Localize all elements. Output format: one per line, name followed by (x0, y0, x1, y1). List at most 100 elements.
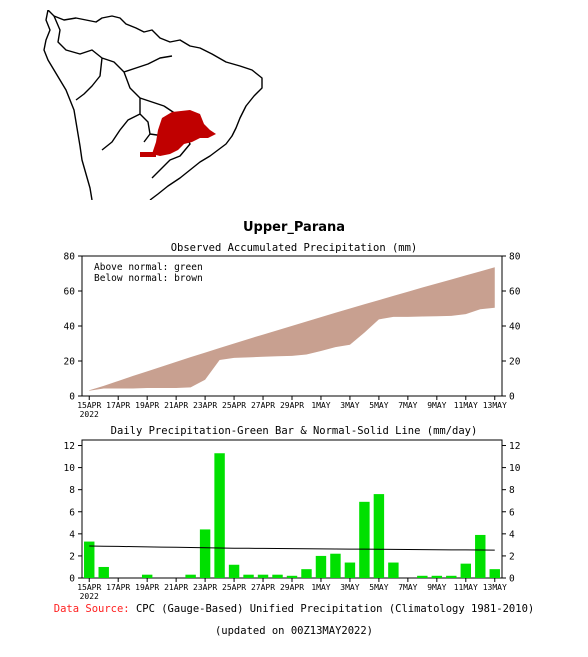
country-borders (53, 15, 191, 179)
updated-line: (updated on 00Z13MAY2022) (214, 625, 374, 637)
y-tick-label-right: 0 (509, 574, 515, 585)
y-tick-label-left: 6 (69, 507, 75, 518)
daily-precip-bar (460, 563, 472, 578)
x-tick-label: 1MAY (311, 583, 330, 592)
x-tick-label: 29APR (280, 583, 304, 592)
x-tick-label: 25APR (222, 401, 246, 410)
daily-precip-bar (185, 574, 196, 578)
daily-precip-bar (489, 569, 500, 578)
y-tick-label-left: 8 (69, 485, 75, 496)
x-tick-label: 27APR (251, 583, 275, 592)
y-tick-label-right: 60 (509, 287, 521, 298)
x-tick-label: 21APR (164, 401, 188, 410)
y-tick-label-left: 10 (64, 463, 76, 474)
daily-precip-bar (257, 574, 269, 578)
y-tick-label-left: 0 (69, 574, 75, 585)
below-normal-band (89, 267, 495, 391)
y-tick-label-right: 20 (509, 357, 521, 368)
x-tick-label: 3MAY (340, 583, 359, 592)
annotation-above-normal: Above normal: green (94, 262, 203, 273)
x-tick-label: 23APR (193, 401, 217, 410)
daily-precip-bar (475, 534, 486, 578)
normal-line (89, 545, 495, 551)
daily-precip-bar (373, 494, 385, 578)
x-tick-label: 9MAY (427, 583, 446, 592)
daily-precip-bar (243, 574, 254, 578)
x-tick-label: 29APR (280, 401, 304, 410)
accumulated-chart-title: Observed Accumulated Precipitation (mm) (171, 242, 418, 254)
y-tick-label-left: 4 (69, 529, 75, 540)
plot-frame (81, 439, 503, 579)
daily-precip-bar (84, 541, 95, 578)
x-tick-label: 21APR (164, 583, 188, 592)
daily-precip-bar (286, 575, 298, 578)
x-tick-label: 15APR (77, 583, 101, 592)
y-tick-label-right: 2 (509, 551, 515, 562)
y-tick-label-right: 4 (509, 529, 515, 540)
daily-precip-bar (228, 564, 240, 578)
x-tick-label: 15APR (77, 401, 101, 410)
y-tick-label-left: 60 (64, 287, 76, 298)
y-tick-label-right: 80 (509, 252, 521, 263)
x-tick-label: 7MAY (398, 401, 417, 410)
data-source-text: CPC (Gauge-Based) Unified Precipitation … (135, 603, 535, 615)
y-tick-label-right: 0 (509, 392, 515, 403)
daily-precip-bar (344, 562, 356, 578)
daily-chart: Daily Precipitation-Green Bar & Normal-S… (64, 425, 521, 601)
x-tick-label: 11MAY (454, 401, 478, 410)
daily-precip-bar (214, 453, 225, 578)
data-source-label: Data Source: (53, 603, 130, 615)
region-locator-map (43, 10, 263, 200)
annotation-below-normal: Below normal: brown (94, 273, 203, 284)
daily-precip-bar (388, 562, 399, 578)
region-title: Upper_Parana (242, 220, 346, 235)
x-tick-label: 1MAY (311, 401, 330, 410)
daily-precip-bar (417, 575, 428, 578)
upper-parana-region-tail (140, 152, 156, 157)
y-tick-label-left: 20 (64, 357, 76, 368)
daily-precip-bar (431, 575, 443, 578)
y-tick-label-right: 12 (509, 441, 520, 452)
daily-precip-bar (446, 575, 457, 578)
x-tick-label: 11MAY (454, 583, 478, 592)
x-tick-label: 5MAY (369, 583, 388, 592)
x-tick-label: 17APR (106, 401, 130, 410)
west-coast-outline (43, 10, 93, 200)
x-tick-year: 2022 (80, 592, 99, 601)
x-tick-label: 3MAY (340, 401, 359, 410)
x-tick-label: 9MAY (427, 401, 446, 410)
daily-precip-bar (315, 555, 327, 578)
x-tick-label: 5MAY (369, 401, 388, 410)
daily-precip-bar (98, 566, 109, 578)
x-tick-label: 13MAY (483, 401, 507, 410)
daily-precip-bar (272, 574, 283, 578)
y-tick-label-right: 10 (509, 463, 521, 474)
daily-precip-bar (199, 529, 211, 578)
y-tick-label-right: 6 (509, 507, 515, 518)
y-tick-label-left: 12 (64, 441, 75, 452)
x-tick-label: 25APR (222, 583, 246, 592)
x-tick-label: 17APR (106, 583, 130, 592)
data-source-line: Data Source: CPC (Gauge-Based) Unified P… (0, 603, 588, 615)
x-tick-label: 13MAY (483, 583, 507, 592)
y-tick-label-left: 2 (69, 551, 75, 562)
x-tick-label: 23APR (193, 583, 217, 592)
accumulated-chart: Observed Accumulated Precipitation (mm) … (64, 242, 521, 419)
x-tick-label: 7MAY (398, 583, 417, 592)
y-tick-label-left: 0 (69, 392, 75, 403)
y-tick-label-left: 40 (64, 322, 76, 333)
x-tick-label: 19APR (135, 401, 159, 410)
y-tick-label-right: 8 (509, 485, 515, 496)
daily-precip-bar (359, 501, 370, 578)
daily-precip-bar (141, 574, 153, 578)
x-tick-label: 19APR (135, 583, 159, 592)
upper-parana-region (152, 110, 216, 156)
y-tick-label-right: 40 (509, 322, 521, 333)
x-tick-year: 2022 (80, 410, 99, 419)
x-tick-label: 27APR (251, 401, 275, 410)
daily-precip-bar (330, 553, 341, 578)
continent-outline (47, 10, 263, 200)
daily-precip-bar (301, 569, 312, 578)
y-tick-label-left: 80 (64, 252, 76, 263)
